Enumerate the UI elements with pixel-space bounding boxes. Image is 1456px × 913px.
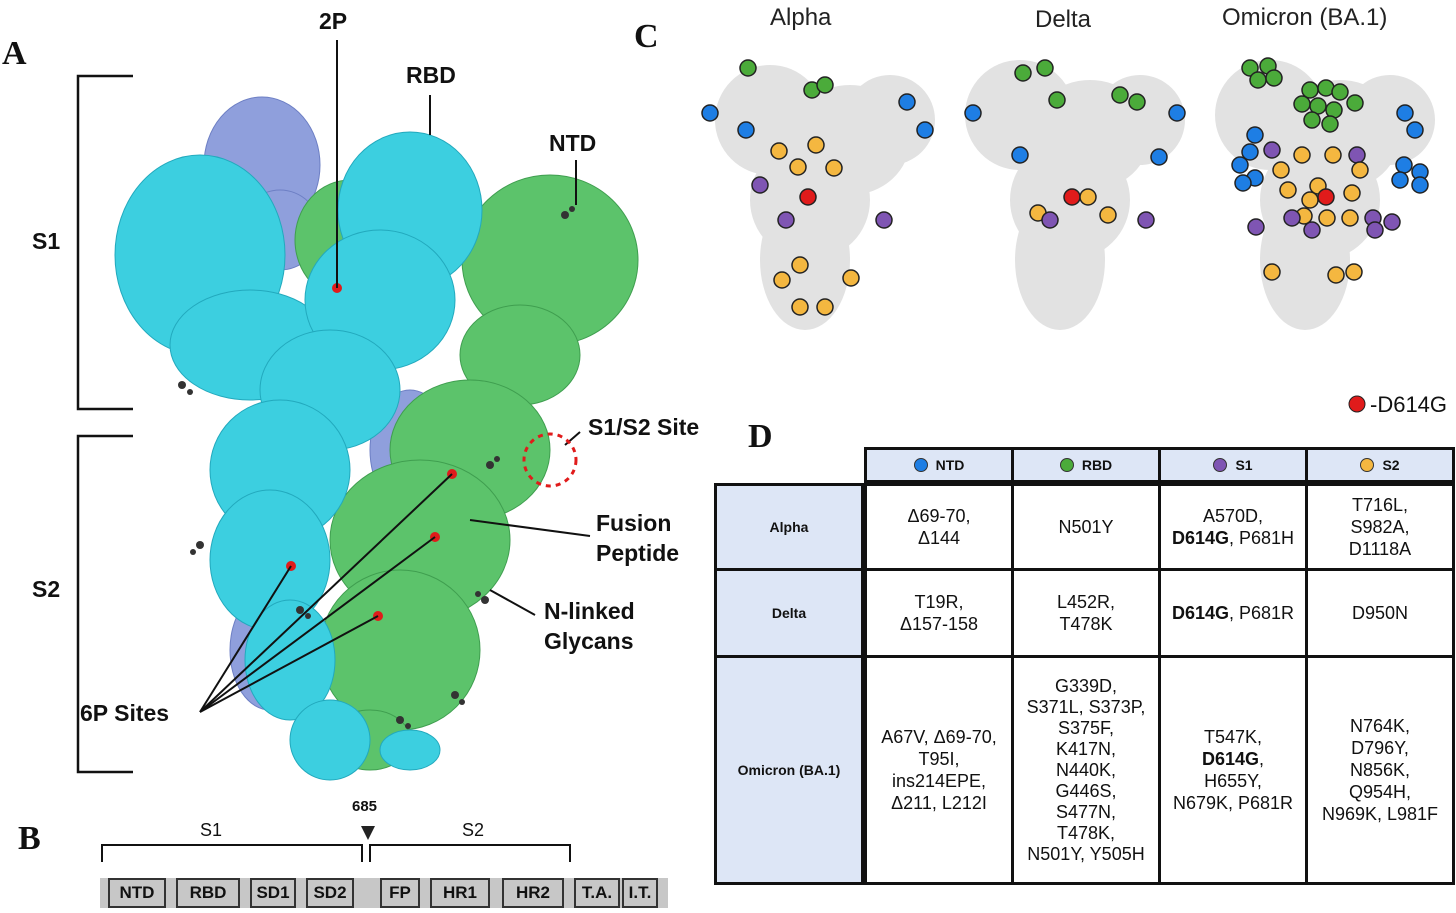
row-header-omicron: Omicron (BA.1) [714, 655, 864, 885]
domain-hr1: HR1 [430, 878, 490, 908]
domain-ntd: NTD [108, 878, 166, 908]
label-rbd: RBD [406, 62, 456, 88]
delta-spike [965, 60, 1185, 330]
spike-structure [114, 96, 639, 781]
variant-title-omicron: Omicron (BA.1) [1222, 4, 1388, 31]
leader-lines [199, 40, 591, 713]
cell-alpha-ntd: Δ69-70, Δ144 [864, 483, 1014, 571]
label-s1-s2-site: S1/S2 Site [588, 414, 700, 440]
row-header-delta: Delta [714, 568, 864, 658]
column-header-rbd: RBD [1011, 447, 1161, 483]
variant-title-delta: Delta [1035, 6, 1092, 33]
label-ntd: NTD [549, 130, 597, 156]
cell-delta-ntd: T19R, Δ157-158 [864, 568, 1014, 658]
domain-s1-label: S1 [200, 820, 223, 840]
column-header-s1: S1 [1158, 447, 1308, 483]
domain-ta: T.A. [574, 878, 620, 908]
cell-omicron-s2: N764K, D796Y, N856K, Q954H, N969K, L981F [1305, 655, 1455, 885]
label-2p: 2P [319, 8, 348, 34]
row-header-alpha: Alpha [714, 483, 864, 571]
column-header-ntd: NTD [864, 447, 1014, 483]
domain-it: I.T. [622, 878, 658, 908]
cell-omicron-rbd: G339D, S371L, S373P, S375F, K417N, N440K, G… [1011, 655, 1161, 885]
panel-letter-d: D [748, 418, 773, 455]
s2-dot-icon [1360, 458, 1375, 472]
d614g-legend-label: -D614G [1370, 392, 1448, 417]
cell-delta-rbd: L452R, T478K [1011, 568, 1161, 658]
domain-sd2: SD2 [306, 878, 354, 908]
domain-rbd: RBD [176, 878, 240, 908]
delta-dots [964, 59, 1186, 229]
cell-omicron-ntd: A67V, Δ69-70, T95I, ins214EPE, Δ211, L212I [864, 655, 1014, 885]
panel-letter-c: C [634, 18, 659, 55]
d614g-dot [1063, 188, 1081, 206]
domain-hr2: HR2 [502, 878, 564, 908]
variant-title-alpha: Alpha [770, 4, 832, 31]
cleavage-position: 685 [352, 798, 378, 815]
label-glycans-1: N-linked [544, 598, 635, 624]
cell-alpha-rbd: N501Y [1011, 483, 1161, 571]
label-s2: S2 [32, 576, 61, 602]
mutation-dots [701, 57, 1429, 316]
s1-dot-icon [1213, 458, 1228, 472]
rbd-dot-icon [1059, 458, 1074, 472]
label-glycans-2: Glycans [544, 628, 634, 654]
cell-delta-s1: D614G, P681R [1158, 568, 1308, 658]
label-s1: S1 [32, 228, 61, 254]
column-header-s2: S2 [1305, 447, 1455, 483]
d614g-dot [799, 188, 817, 206]
s1-bracket [76, 74, 133, 411]
alpha-dots [701, 59, 934, 316]
domain-fp: FP [380, 878, 420, 908]
omicron-dots [1231, 57, 1429, 284]
label-fusion-1: Fusion [596, 510, 672, 536]
s2-bracket [76, 434, 133, 774]
panel-letter-b: B [18, 820, 41, 857]
s1-s2-site-marker [522, 432, 578, 488]
cell-alpha-s2: T716L, S982A, D1118A [1305, 483, 1455, 571]
cell-omicron-s1: T547K, D614G, H655Y, N679K, P681R [1158, 655, 1308, 885]
ntd-dot-icon [913, 458, 928, 472]
cell-alpha-s1: A570D, D614G, P681H [1158, 483, 1308, 571]
cleavage-arrow-icon [361, 826, 375, 840]
panel-letter-a: A [2, 35, 27, 72]
d614g-dot [1317, 188, 1335, 206]
d614g-legend-dot [1348, 395, 1366, 413]
label-fusion-2: Peptide [596, 540, 680, 566]
cell-delta-s2: D950N [1305, 568, 1455, 658]
label-6p-sites: 6P Sites [80, 700, 170, 726]
domain-sd1: SD1 [250, 878, 296, 908]
domain-s2-label: S2 [462, 820, 485, 840]
